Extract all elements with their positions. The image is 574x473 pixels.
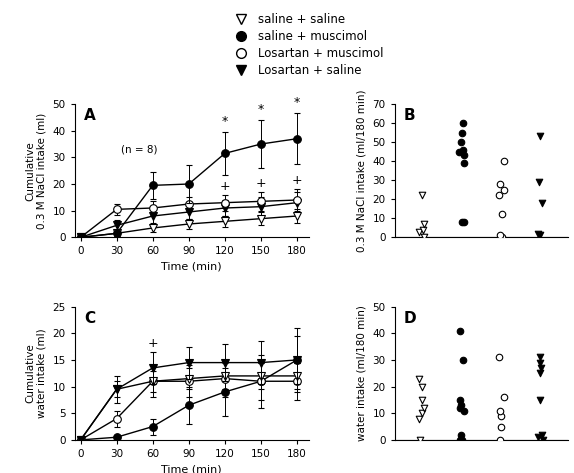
Point [414,375,424,382]
Point [456,402,466,409]
Y-axis label: water intake (ml/180 min): water intake (ml/180 min) [357,305,367,441]
Point [534,433,543,441]
Point [457,219,467,226]
Point [459,407,468,414]
Point [536,232,545,239]
Point [417,396,426,403]
Point [457,431,466,438]
Point [456,138,466,146]
Point [536,132,545,140]
Point [538,431,547,438]
Point [533,230,542,237]
Point [417,410,426,417]
Point [538,436,548,444]
Point [420,234,429,241]
Text: D: D [404,311,416,325]
Y-axis label: Cumulative
water intake (ml): Cumulative water intake (ml) [25,328,47,418]
Point [499,394,508,401]
Text: *: * [222,115,228,128]
Point [495,436,504,444]
X-axis label: Time (min): Time (min) [161,464,222,473]
Text: +: + [255,177,266,190]
Legend: saline + saline, saline + muscimol, Losartan + muscimol, Losartan + saline: saline + saline, saline + muscimol, Losa… [224,8,389,82]
Text: +: + [219,180,230,193]
Point [495,180,505,188]
Point [496,412,505,420]
Point [414,228,424,236]
Point [498,234,507,241]
Point [497,423,506,430]
Point [499,186,509,193]
Point [535,178,544,186]
Point [500,158,509,165]
Point [418,383,427,390]
Point [460,219,469,226]
Point [458,119,467,127]
Text: *: * [258,103,264,116]
Text: B: B [404,108,415,123]
Point [416,436,425,444]
Point [455,404,464,412]
Point [494,192,503,199]
Point [418,226,428,234]
Point [498,210,507,218]
X-axis label: Time (min): Time (min) [161,262,222,272]
Text: A: A [84,108,96,123]
Point [419,404,428,412]
Point [457,436,466,444]
Point [418,192,427,199]
Point [419,220,428,228]
Point [414,415,424,422]
Point [496,232,505,239]
Point [456,396,465,403]
Text: *: * [294,96,300,109]
Point [536,353,545,361]
Point [536,359,545,367]
Point [459,356,468,364]
Point [457,129,467,136]
Point [459,152,468,159]
Point [495,353,504,361]
Y-axis label: 0.3 M NaCl intake (ml/180 min): 0.3 M NaCl intake (ml/180 min) [357,89,367,252]
Point [455,327,464,334]
Point [495,407,505,414]
Text: (n = 8): (n = 8) [122,144,158,154]
Point [460,159,469,167]
Point [459,146,468,154]
Y-axis label: Cumulative
0.3 M NaCl intake (ml): Cumulative 0.3 M NaCl intake (ml) [25,113,47,229]
Point [455,436,464,444]
Text: +: + [292,174,302,187]
Text: C: C [84,311,95,325]
Point [537,364,546,372]
Point [454,148,463,156]
Text: +: + [148,337,158,350]
Point [538,199,547,207]
Point [535,369,544,377]
Point [535,396,544,403]
